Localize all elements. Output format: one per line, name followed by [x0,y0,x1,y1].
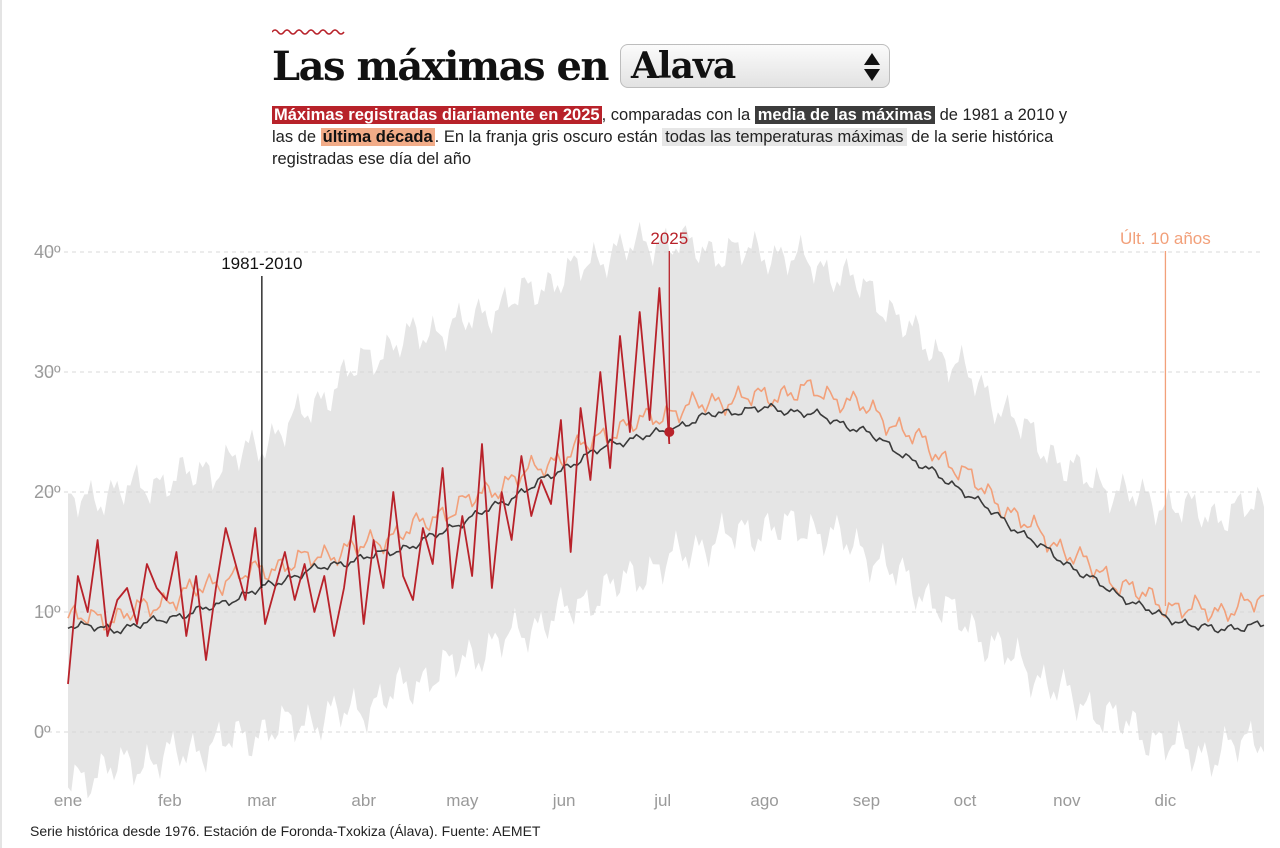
description-text: de la serie histórica registradas ese dí… [272,128,1054,168]
x-tick-label: abr [351,791,376,810]
x-tick-label: dic [1155,791,1177,810]
y-tick-label: 0º [34,722,51,742]
series-annotation-label: Últ. 10 años [1120,229,1211,248]
series-annotation-label: 2025 [650,229,688,248]
temperature-chart: 0º 10º 20º 30º 40º ene feb mar abr may jun jul ago se… [34,221,1265,810]
historical-range-band [68,221,1264,799]
description-text: . En la franja gris oscuro están [434,128,663,146]
x-tick-label: ago [750,791,778,810]
series-annotation-label: 1981-2010 [221,254,302,273]
description-text: , comparadas con la [601,106,755,124]
region-select[interactable]: Alava [620,44,890,88]
y-tick-label: 30º [34,362,61,382]
x-tick-label: oct [954,791,977,810]
left-edge-rule [0,0,2,848]
series-line-2025 [67,287,671,685]
legend-highlight-band: todas las temperaturas máximas [662,128,907,146]
x-tick-label: ene [54,791,82,810]
x-tick-label: may [446,791,479,810]
x-tick-label: jun [552,791,576,810]
x-tick-label: mar [247,791,277,810]
y-tick-label: 40º [34,242,61,262]
legend-highlight-media: media de las máximas [754,106,936,124]
title-row: Las máximas en Alava [272,40,890,92]
x-tick-label: sep [853,791,880,810]
x-tick-label: feb [158,791,182,810]
latest-2025-point-marker [664,427,675,437]
section-squiggle-mark [272,29,345,35]
page-title: Las máximas en [272,42,610,90]
x-tick-label: nov [1053,791,1081,810]
region-select-value: Alava [631,45,736,87]
y-tick-label: 10º [34,602,61,622]
source-note: Serie histórica desde 1976. Estación de … [30,823,541,839]
x-tick-label: jul [653,791,671,810]
chart-description: Máximas registradas diariamente en 2025,… [272,104,1092,170]
legend-highlight-decada: última década [320,128,435,146]
legend-highlight-2025: Máximas registradas diariamente en 2025 [272,106,602,124]
updown-arrows-icon [864,53,880,81]
y-tick-label: 20º [34,482,61,502]
description-text: de 1981 a 2010 y las de [272,106,1068,146]
